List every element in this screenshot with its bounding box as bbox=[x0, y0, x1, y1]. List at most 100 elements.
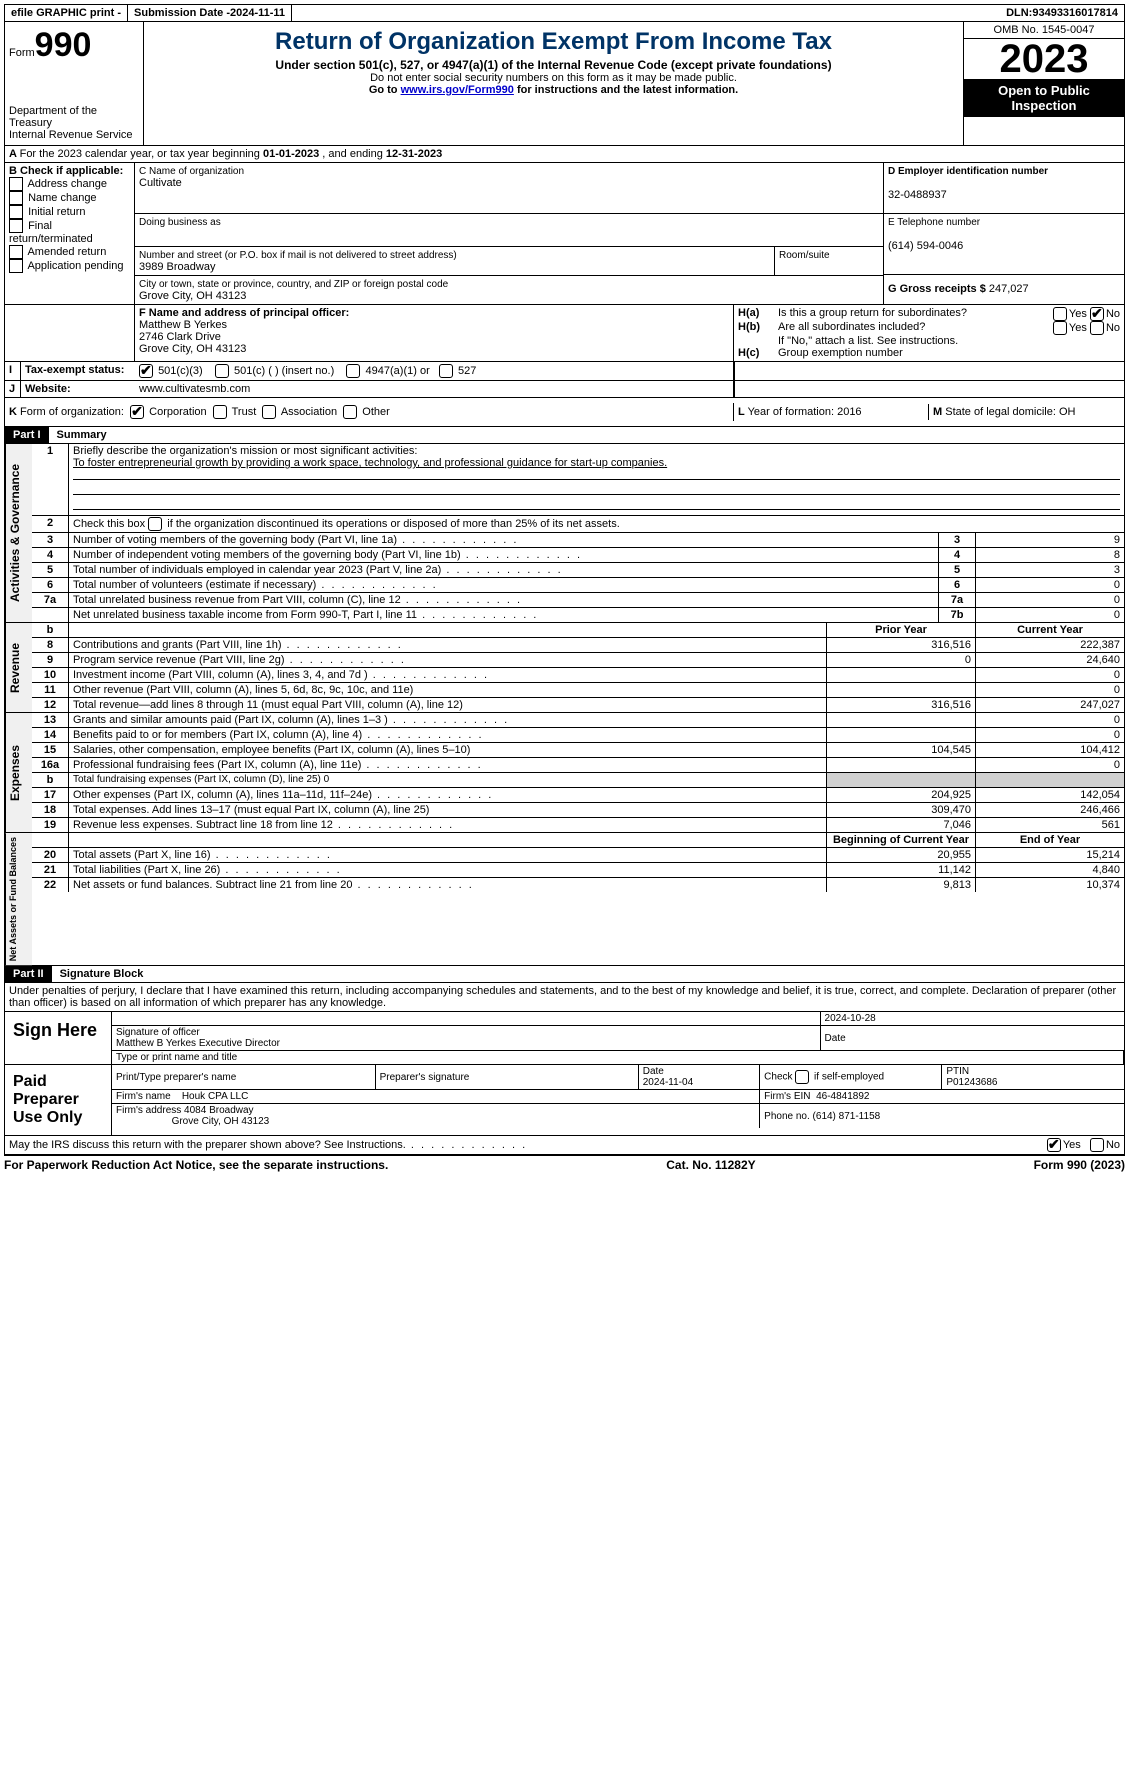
check-initial-return[interactable] bbox=[9, 205, 23, 219]
check-4947[interactable] bbox=[346, 364, 360, 378]
sign-here-label: Sign Here bbox=[5, 1012, 112, 1064]
firm-ein: 46-4841892 bbox=[816, 1091, 869, 1102]
telephone: (614) 594-0046 bbox=[888, 240, 963, 252]
check-corp[interactable] bbox=[130, 405, 144, 419]
line-5: 5Total number of individuals employed in… bbox=[32, 563, 1124, 578]
hb-no[interactable] bbox=[1090, 321, 1104, 335]
line-15: 15Salaries, other compensation, employee… bbox=[32, 743, 1124, 758]
section-net-assets: Net Assets or Fund Balances Beginning of… bbox=[4, 833, 1125, 966]
room-label: Room/suite bbox=[779, 250, 830, 261]
ssn-note: Do not enter social security numbers on … bbox=[148, 72, 959, 84]
form-title: Return of Organization Exempt From Incom… bbox=[148, 28, 959, 56]
irs-link[interactable]: www.irs.gov/Form990 bbox=[401, 84, 514, 96]
check-assoc[interactable] bbox=[262, 405, 276, 419]
city-label: City or town, state or province, country… bbox=[139, 279, 448, 290]
dln: DLN: 93493316017814 bbox=[1000, 5, 1124, 21]
check-amended[interactable] bbox=[9, 245, 23, 259]
line-8: 8Contributions and grants (Part VIII, li… bbox=[32, 638, 1124, 653]
firm-name: Houk CPA LLC bbox=[182, 1091, 249, 1102]
line-11: 11Other revenue (Part VIII, column (A), … bbox=[32, 683, 1124, 698]
hc-label: Group exemption number bbox=[778, 347, 903, 359]
officer-sig: Matthew B Yerkes Executive Director bbox=[116, 1038, 280, 1049]
officer-block: F Name and address of principal officer:… bbox=[4, 305, 1125, 362]
check-trust[interactable] bbox=[213, 405, 227, 419]
box-b-label: B Check if applicable: bbox=[9, 165, 123, 177]
org-name: Cultivate bbox=[139, 177, 182, 189]
line-7a: 7aTotal unrelated business revenue from … bbox=[32, 593, 1124, 608]
submission-date: Submission Date - 2024-11-11 bbox=[128, 5, 292, 21]
officer-name: Matthew B Yerkes bbox=[139, 319, 227, 331]
website: www.cultivatesmb.com bbox=[135, 381, 734, 397]
ha-yes[interactable] bbox=[1053, 307, 1067, 321]
row-i: I Tax-exempt status: 501(c)(3) 501(c) ( … bbox=[4, 362, 1125, 381]
goto-note: Go to www.irs.gov/Form990 for instructio… bbox=[148, 84, 959, 96]
dept-treasury: Department of the Treasury bbox=[9, 105, 139, 129]
check-other[interactable] bbox=[343, 405, 357, 419]
paid-preparer-block: Paid Preparer Use Only Print/Type prepar… bbox=[4, 1065, 1125, 1136]
addr-label: Number and street (or P.O. box if mail i… bbox=[139, 250, 457, 261]
form-number: Form990 bbox=[9, 26, 139, 65]
q2-text: Check this box if the organization disco… bbox=[73, 518, 620, 530]
form-header: Form990 Department of the Treasury Inter… bbox=[4, 22, 1125, 146]
box-c-name-label: C Name of organization bbox=[139, 166, 244, 177]
line-14: 14Benefits paid to or for members (Part … bbox=[32, 728, 1124, 743]
line-16a: 16aProfessional fundraising fees (Part I… bbox=[32, 758, 1124, 773]
check-final-return[interactable] bbox=[9, 219, 23, 233]
line-21: 21Total liabilities (Part X, line 26)11,… bbox=[32, 863, 1124, 878]
officer-addr1: 2746 Clark Drive bbox=[139, 331, 221, 343]
vlabel-revenue: Revenue bbox=[5, 623, 32, 712]
firm-addr1: 4084 Broadway bbox=[184, 1105, 254, 1116]
org-address: 3989 Broadway bbox=[139, 261, 215, 273]
discuss-no[interactable] bbox=[1090, 1138, 1104, 1152]
line-22: 22Net assets or fund balances. Subtract … bbox=[32, 878, 1124, 893]
vlabel-governance: Activities & Governance bbox=[5, 444, 32, 622]
form-footer: Form 990 (2023) bbox=[1034, 1158, 1125, 1172]
ha-label: Is this a group return for subordinates? bbox=[778, 307, 1010, 321]
line-19: 19Revenue less expenses. Subtract line 1… bbox=[32, 818, 1124, 833]
check-501c[interactable] bbox=[215, 364, 229, 378]
discuss-yes[interactable] bbox=[1047, 1138, 1061, 1152]
tax-year: 2023 bbox=[964, 39, 1124, 79]
ha-no[interactable] bbox=[1090, 307, 1104, 321]
check-discontinued[interactable] bbox=[148, 517, 162, 531]
check-501c3[interactable] bbox=[139, 364, 153, 378]
firm-addr2: Grove City, OH 43123 bbox=[172, 1116, 270, 1127]
top-bar: efile GRAPHIC print - Submission Date - … bbox=[4, 4, 1125, 22]
check-name-change[interactable] bbox=[9, 191, 23, 205]
line-10: 10Investment income (Part VIII, column (… bbox=[32, 668, 1124, 683]
entity-block: B Check if applicable: Address change Na… bbox=[4, 163, 1125, 305]
self-employed: Check if self-employed bbox=[760, 1065, 942, 1090]
part2-header: Part II Signature Block bbox=[4, 966, 1125, 983]
prep-date: 2024-11-04 bbox=[643, 1077, 693, 1088]
sign-here-block: Sign Here 2024-10-28 Signature of office… bbox=[4, 1012, 1125, 1065]
discuss-row: May the IRS discuss this return with the… bbox=[4, 1136, 1125, 1155]
firm-phone: (614) 871-1158 bbox=[813, 1111, 881, 1122]
year-formation: 2016 bbox=[837, 406, 861, 418]
form-subtitle: Under section 501(c), 527, or 4947(a)(1)… bbox=[148, 58, 959, 72]
hb-yes[interactable] bbox=[1053, 321, 1067, 335]
paperwork-notice: For Paperwork Reduction Act Notice, see … bbox=[4, 1158, 388, 1172]
section-revenue: Revenue bPrior YearCurrent Year 8Contrib… bbox=[4, 623, 1125, 713]
line-3: 3Number of voting members of the governi… bbox=[32, 533, 1124, 548]
check-527[interactable] bbox=[439, 364, 453, 378]
ptin: P01243686 bbox=[946, 1077, 997, 1088]
paid-preparer-label: Paid Preparer Use Only bbox=[5, 1065, 112, 1135]
line-9: 9Program service revenue (Part VIII, lin… bbox=[32, 653, 1124, 668]
row-klm: K Form of organization: Corporation Trus… bbox=[4, 398, 1125, 427]
line-a: A For the 2023 calendar year, or tax yea… bbox=[4, 146, 1125, 163]
section-governance: Activities & Governance 1 Briefly descri… bbox=[4, 444, 1125, 623]
check-app-pending[interactable] bbox=[9, 259, 23, 273]
line-12: 12Total revenue—add lines 8 through 11 (… bbox=[32, 698, 1124, 713]
hb-note: If "No," attach a list. See instructions… bbox=[738, 335, 1120, 347]
box-g-label: G Gross receipts $ bbox=[888, 283, 989, 295]
line-16b: bTotal fundraising expenses (Part IX, co… bbox=[32, 773, 1124, 788]
check-self-employed[interactable] bbox=[795, 1070, 809, 1084]
line-20: 20Total assets (Part X, line 16)20,95515… bbox=[32, 848, 1124, 863]
mission-text: To foster entrepreneurial growth by prov… bbox=[73, 457, 667, 469]
officer-addr2: Grove City, OH 43123 bbox=[139, 343, 246, 355]
part1-header: Part I Summary bbox=[4, 427, 1125, 444]
line-7b: Net unrelated business taxable income fr… bbox=[32, 608, 1124, 623]
hb-label: Are all subordinates included? bbox=[778, 321, 1010, 335]
check-address-change[interactable] bbox=[9, 177, 23, 191]
org-city: Grove City, OH 43123 bbox=[139, 290, 246, 302]
